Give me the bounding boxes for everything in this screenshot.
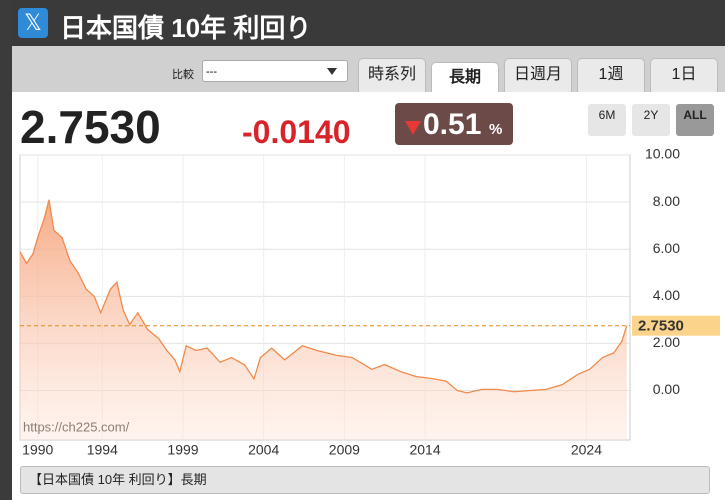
page-title: 日本国債 10年 利回り bbox=[60, 13, 312, 43]
range-button[interactable]: 2Y bbox=[632, 104, 670, 136]
compare-select[interactable]: --- bbox=[202, 60, 348, 82]
current-value: 2.7530 bbox=[20, 101, 161, 153]
x-tick-label: 2004 bbox=[248, 442, 279, 458]
tab[interactable]: 日週月 bbox=[504, 58, 572, 92]
compare-label: 比較 bbox=[172, 69, 194, 81]
percent-unit: % bbox=[489, 121, 503, 138]
y-tick-label: 6.00 bbox=[653, 240, 680, 256]
current-label-box bbox=[632, 315, 720, 336]
area-fill bbox=[20, 199, 627, 440]
tab[interactable]: 1週 bbox=[577, 58, 645, 92]
footer-caption: 【日本国債 10年 利回り】長期 bbox=[20, 466, 710, 494]
y-tick-label: 8.00 bbox=[653, 193, 680, 209]
range-button[interactable]: ALL bbox=[676, 104, 714, 136]
tab[interactable]: 1日 bbox=[650, 58, 718, 92]
percent-badge: 0.51 % bbox=[395, 103, 513, 145]
x-tick-label: 2009 bbox=[329, 442, 360, 458]
header: 𝕏 日本国債 10年 利回り bbox=[12, 0, 725, 46]
down-arrow bbox=[405, 121, 421, 135]
x-tick-label: 1999 bbox=[167, 442, 198, 458]
y-tick-label: 4.00 bbox=[653, 287, 680, 303]
y-tick-label: 0.00 bbox=[653, 381, 680, 397]
tab[interactable]: 長期 bbox=[431, 62, 499, 92]
y-tick-label: 2.00 bbox=[653, 334, 680, 350]
x-tick-label: 1990 bbox=[22, 442, 53, 458]
percent-value: 0.51 bbox=[423, 108, 482, 141]
x-tick-label: 1994 bbox=[87, 442, 118, 458]
change: -0.0140 bbox=[242, 114, 351, 150]
range-button[interactable]: 6M bbox=[588, 104, 626, 136]
tab[interactable]: 時系列 bbox=[358, 58, 426, 92]
x-tick-label: 2024 bbox=[571, 442, 602, 458]
controls: 比較 --- 時系列 長期 日週月 1週 1日 bbox=[12, 46, 725, 92]
x-share-button[interactable]: 𝕏 bbox=[18, 8, 48, 38]
current-label: 2.7530 bbox=[638, 318, 684, 335]
line bbox=[19, 199, 628, 394]
y-tick-label: 10.00 bbox=[645, 146, 680, 162]
x-tick-label: 2014 bbox=[409, 442, 440, 458]
